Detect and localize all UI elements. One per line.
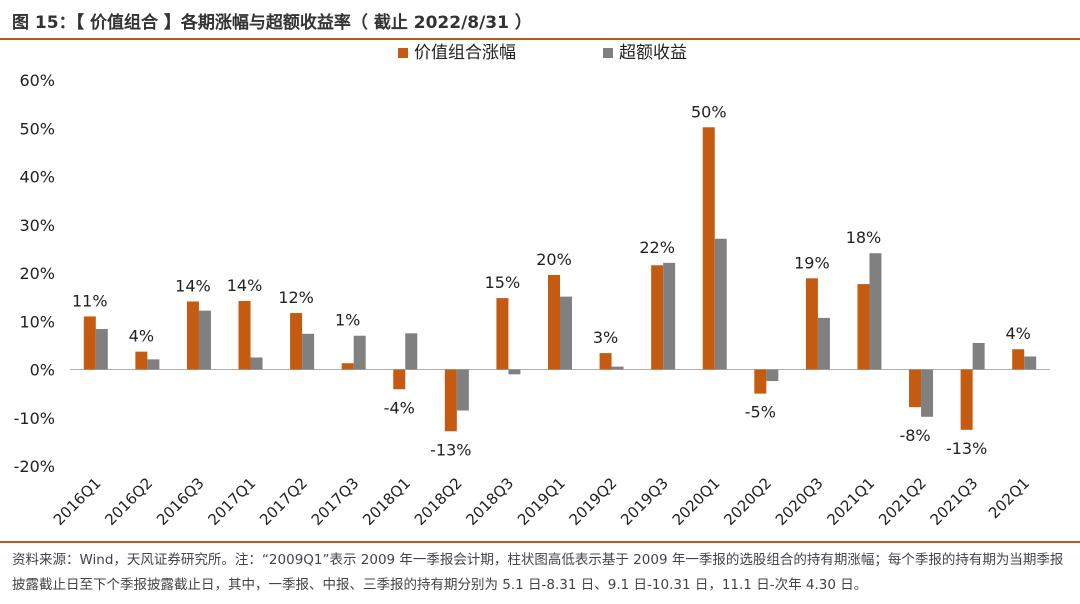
bar-value-gain <box>496 298 509 370</box>
y-tick-label: 10% <box>19 312 55 331</box>
bar-excess-return <box>1024 356 1037 370</box>
y-tick-label: 50% <box>19 119 55 138</box>
data-label: 4% <box>1006 324 1031 343</box>
data-label: -4% <box>384 398 415 417</box>
x-tick-label: 2020Q2 <box>720 474 775 529</box>
bar-excess-return <box>198 310 211 370</box>
data-label: -13% <box>946 439 987 458</box>
bar-value-gain <box>186 301 199 370</box>
y-tick-label: 0% <box>30 361 55 380</box>
x-tick-label: 2017Q2 <box>256 474 311 529</box>
data-label: 12% <box>278 288 314 307</box>
y-tick-label: -20% <box>14 457 55 476</box>
x-tick-label: 2020Q1 <box>669 474 724 529</box>
bar-excess-return <box>95 328 108 370</box>
bar-value-gain <box>599 353 612 370</box>
bar-value-gain <box>1012 349 1025 370</box>
title-bar: 图 15：【 价值组合 】各期涨幅与超额收益率（ 截止 2022/8/31 ） <box>0 0 1080 40</box>
x-tick-label: 2019Q3 <box>617 474 672 529</box>
data-label: -8% <box>899 426 930 445</box>
source-note: 资料来源：Wind，天风证券研究所。注：“2009Q1”表示 2009 年一季报… <box>12 552 1064 593</box>
bar-value-gain <box>341 363 354 370</box>
x-tick-label: 2016Q1 <box>50 474 105 529</box>
legend-swatch-gain <box>398 48 408 58</box>
y-tick-label: 30% <box>19 216 55 235</box>
x-tick-label: 2017Q1 <box>205 474 260 529</box>
bar-value-gain <box>135 351 148 370</box>
bar-excess-return <box>714 238 727 370</box>
x-tick-label: 2018Q2 <box>411 474 466 529</box>
data-label: 19% <box>794 253 830 272</box>
data-label: -5% <box>745 403 776 422</box>
x-tick-label: 2019Q2 <box>566 474 621 529</box>
bar-value-gain <box>238 300 251 370</box>
bar-excess-return <box>353 335 366 370</box>
x-tick-label: 2019Q1 <box>514 474 569 529</box>
bar-excess-return <box>611 366 624 370</box>
data-label: 14% <box>227 276 263 295</box>
bar-value-gain <box>393 369 406 390</box>
x-tick-label: 2016Q2 <box>101 474 156 529</box>
data-label: 3% <box>593 328 618 347</box>
bar-excess-return <box>147 359 160 370</box>
x-tick-label: 2020Q3 <box>772 474 827 529</box>
bar-excess-return <box>405 333 418 370</box>
footer-divider <box>0 541 1080 543</box>
legend-label-excess: 超额收益 <box>619 43 687 63</box>
bar-value-gain <box>548 274 560 370</box>
x-tick-label: 202Q1 <box>985 474 1033 522</box>
data-label: 22% <box>639 238 675 257</box>
bar-value-gain <box>960 369 973 430</box>
data-label: 15% <box>485 273 521 292</box>
x-tick-label: 2016Q3 <box>153 474 208 529</box>
bar-value-gain <box>909 369 922 408</box>
bar-value-gain <box>754 369 767 394</box>
x-tick-label: 2021Q2 <box>875 474 930 529</box>
x-tick-label: 2017Q3 <box>308 474 363 529</box>
bar-value-gain <box>857 284 870 370</box>
bar-chart: 60% 50% 40% 30% 20% 10% 0% -10% -20% 11% 2016Q1 4% 2… <box>14 43 1050 529</box>
data-label: 4% <box>129 327 154 346</box>
bar-excess-return <box>302 333 315 370</box>
bar-excess-return <box>560 296 572 370</box>
bar-value-gain <box>651 265 664 370</box>
data-label: -13% <box>430 440 471 459</box>
y-tick-label: 20% <box>19 264 55 283</box>
bar-excess-return <box>972 342 985 370</box>
bar-excess-return <box>921 369 934 417</box>
y-tick-label: 40% <box>19 168 55 187</box>
data-label: 1% <box>335 311 360 330</box>
bar-excess-return <box>766 369 779 382</box>
x-tick-label: 2018Q3 <box>462 474 517 529</box>
bar-excess-return <box>508 369 521 375</box>
bar-excess-return <box>817 317 830 370</box>
legend-swatch-excess <box>603 48 613 58</box>
bar-value-gain <box>83 316 96 370</box>
bar-value-gain <box>290 313 303 370</box>
bar-value-gain <box>805 278 818 370</box>
chart-title: 图 15：【 价值组合 】各期涨幅与超额收益率（ 截止 2022/8/31 ） <box>12 13 532 33</box>
y-tick-label: -10% <box>14 409 55 428</box>
x-tick-label: 2021Q1 <box>823 474 878 529</box>
bar-excess-return <box>456 369 469 411</box>
data-label: 11% <box>72 291 108 310</box>
data-label: 18% <box>846 228 882 247</box>
legend-label-gain: 价值组合涨幅 <box>414 43 516 63</box>
bar-value-gain <box>444 369 457 432</box>
bar-excess-return <box>250 357 263 370</box>
x-tick-label: 2021Q3 <box>927 474 982 529</box>
data-label: 50% <box>691 102 727 121</box>
bar-excess-return <box>663 262 676 370</box>
bar-excess-return <box>869 253 882 370</box>
data-label: 20% <box>536 250 572 269</box>
data-label: 14% <box>175 276 211 295</box>
y-tick-label: 60% <box>19 71 55 90</box>
bar-value-gain <box>702 127 715 370</box>
x-tick-label: 2018Q1 <box>359 474 414 529</box>
